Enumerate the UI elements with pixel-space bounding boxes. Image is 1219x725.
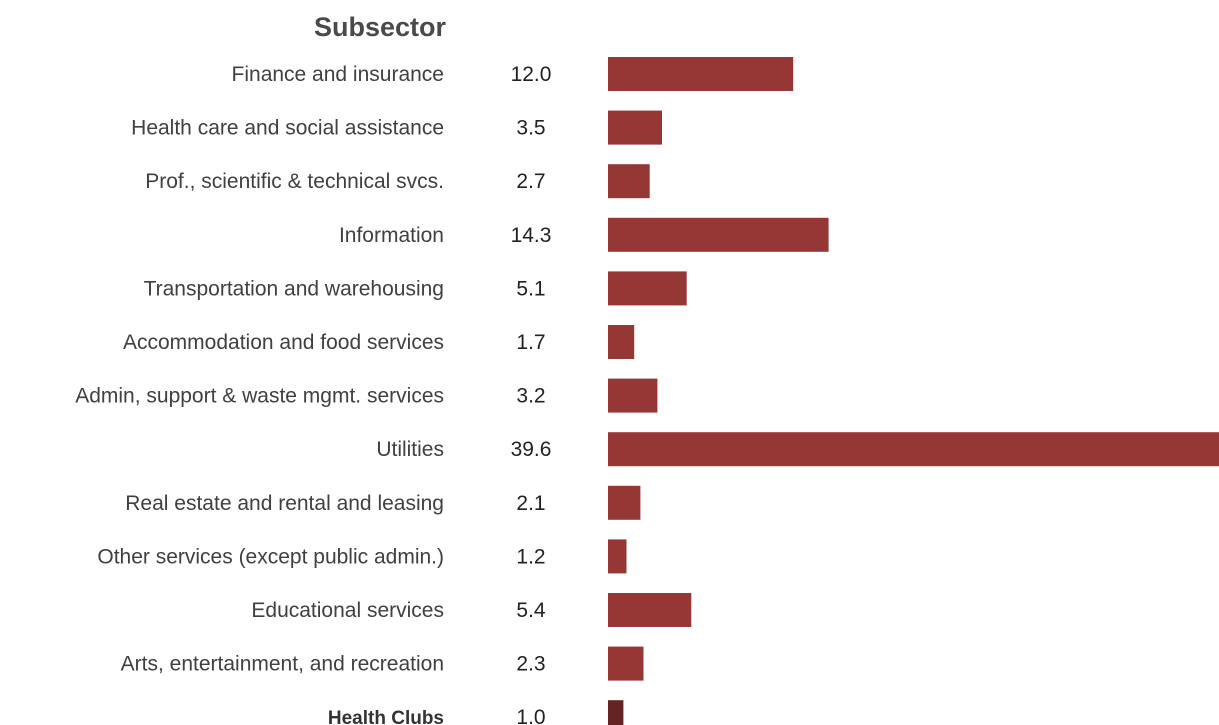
bar (608, 325, 635, 359)
bars (608, 57, 1219, 725)
value-label: 5.1 (516, 277, 545, 300)
bar (608, 378, 658, 413)
bar (608, 110, 662, 145)
category-label: Health care and social assistance (131, 117, 444, 140)
value-label: 1.0 (516, 706, 545, 725)
value-label: 3.2 (516, 385, 545, 408)
value-label: 1.2 (516, 545, 545, 568)
category-label: Other services (except public admin.) (97, 545, 444, 568)
value-label: 12.0 (511, 63, 552, 86)
category-label: Health Clubs (328, 708, 444, 725)
bar (608, 485, 641, 520)
bar (608, 164, 650, 199)
value-label: 39.6 (511, 438, 552, 461)
category-label: Utilities (376, 438, 444, 461)
value-label: 2.3 (516, 653, 545, 676)
category-label: Arts, entertainment, and recreation (121, 653, 444, 676)
category-label: Prof., scientific & technical svcs. (145, 170, 444, 193)
bar (608, 593, 692, 627)
value-labels: 12.0 3.5 2.7 14.3 5.1 1.7 3.2 39.6 2.1 1.2 5.4 2.3 1… (511, 63, 552, 725)
value-label: 2.1 (516, 492, 545, 515)
category-label: Accommodation and food services (123, 331, 444, 354)
bar (608, 432, 1219, 467)
value-label: 3.5 (516, 117, 545, 140)
bar (608, 271, 687, 306)
bar (608, 217, 829, 252)
bar (608, 539, 627, 574)
value-label: 2.7 (516, 170, 545, 193)
category-header: Subsector (314, 12, 447, 42)
value-label: 14.3 (511, 224, 552, 247)
category-labels: Finance and insurance Health care and soc… (75, 63, 444, 725)
category-label: Real estate and rental and leasing (125, 492, 444, 515)
value-label: 5.4 (516, 599, 546, 622)
value-label: 1.7 (516, 331, 545, 354)
category-label: Information (339, 224, 444, 247)
category-label: Admin, support & waste mgmt. services (75, 385, 444, 408)
bar (608, 646, 644, 681)
category-label: Transportation and warehousing (144, 277, 444, 300)
bar (608, 57, 794, 91)
category-label: Finance and insurance (232, 63, 444, 86)
category-label: Educational services (251, 599, 444, 622)
bar (608, 700, 624, 725)
